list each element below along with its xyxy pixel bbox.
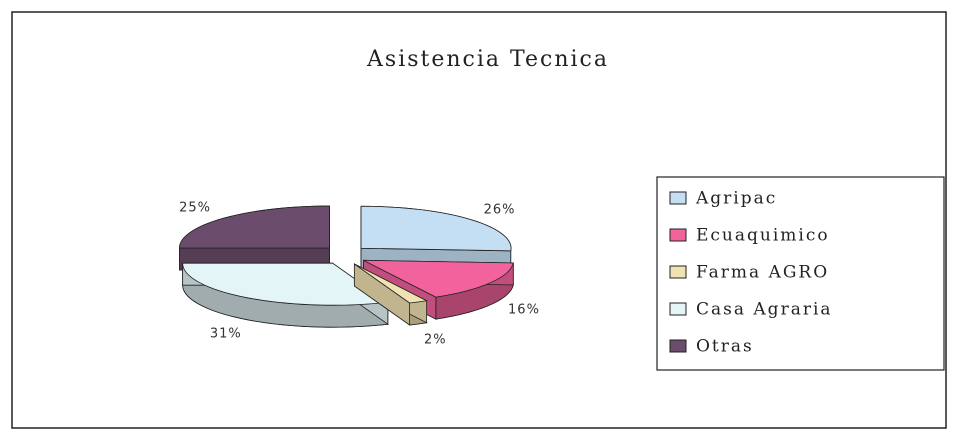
data-label: 25% <box>179 201 211 216</box>
pie-slice <box>353 263 428 326</box>
slice-top <box>354 263 428 304</box>
slice-top <box>179 205 330 249</box>
legend-label: Casa Agraria <box>696 300 833 320</box>
slice-top <box>363 259 514 298</box>
legend-swatch <box>669 228 687 242</box>
legend-label: Ecuaquimico <box>696 226 830 246</box>
slice-top <box>360 205 512 252</box>
data-label: 31% <box>210 326 242 341</box>
pie-slice <box>182 262 389 328</box>
legend-swatch <box>669 302 687 316</box>
legend-swatch <box>669 265 687 279</box>
slice-top <box>182 262 389 306</box>
data-label: 16% <box>508 302 540 317</box>
legend-label: Otras <box>696 337 754 357</box>
legend-swatch <box>669 339 687 353</box>
data-label: 26% <box>484 202 516 217</box>
legend-label: Agripac <box>695 189 777 209</box>
pie-slice <box>363 259 514 320</box>
chart-title: Asistencia Tecnica <box>366 47 609 72</box>
legend-box <box>656 176 945 371</box>
data-label: 2% <box>424 333 447 348</box>
legend-label: Farma AGRO <box>696 263 829 283</box>
legend-swatch <box>669 191 687 205</box>
